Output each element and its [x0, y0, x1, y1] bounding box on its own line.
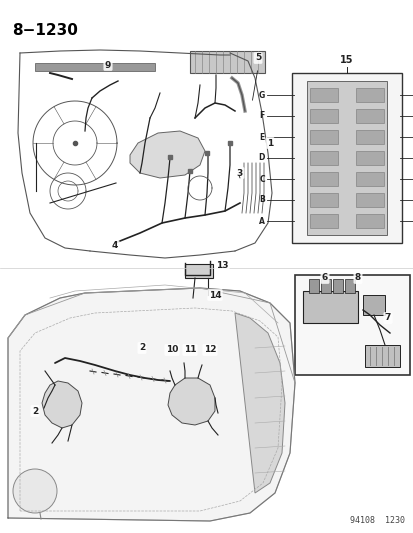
Bar	[355, 151, 383, 165]
Bar	[320, 279, 330, 293]
Bar	[302, 291, 357, 323]
Bar	[309, 151, 337, 165]
Text: A: A	[259, 216, 264, 225]
Bar	[355, 214, 383, 228]
Bar	[332, 279, 342, 293]
Bar	[291, 73, 401, 243]
Bar	[355, 88, 383, 102]
Text: 2: 2	[138, 343, 145, 352]
Bar	[309, 109, 337, 123]
Text: D: D	[258, 154, 264, 163]
Text: 15: 15	[339, 55, 353, 65]
Polygon shape	[235, 313, 284, 493]
Bar	[355, 172, 383, 186]
Bar	[309, 88, 337, 102]
Polygon shape	[168, 378, 214, 425]
Polygon shape	[8, 288, 294, 521]
Text: 7: 7	[384, 313, 390, 322]
Text: 11: 11	[183, 345, 196, 354]
Text: 6: 6	[321, 273, 328, 282]
Bar	[344, 279, 354, 293]
Bar	[185, 264, 212, 278]
Bar	[309, 172, 337, 186]
Text: 2: 2	[32, 407, 38, 416]
Text: B: B	[259, 196, 264, 205]
Bar	[309, 130, 337, 144]
Text: 14: 14	[208, 290, 221, 300]
Bar	[355, 109, 383, 123]
Text: 8−1230: 8−1230	[12, 23, 78, 38]
Text: 1: 1	[266, 139, 273, 148]
Bar	[294, 275, 409, 375]
Text: G: G	[258, 91, 264, 100]
Text: C: C	[259, 174, 264, 183]
Bar	[35, 63, 154, 71]
Text: 3: 3	[236, 168, 242, 177]
Bar	[362, 295, 384, 315]
Bar	[190, 51, 264, 73]
Text: 9: 9	[104, 61, 111, 69]
Bar	[309, 214, 337, 228]
Text: 10: 10	[166, 345, 178, 354]
Bar	[309, 193, 337, 207]
Bar	[355, 193, 383, 207]
Text: 5: 5	[254, 53, 261, 62]
Text: 13: 13	[215, 261, 228, 270]
Text: E: E	[259, 133, 264, 141]
Text: 12: 12	[203, 345, 216, 354]
Polygon shape	[42, 381, 82, 428]
Bar	[364, 345, 399, 367]
Polygon shape	[130, 131, 204, 178]
Bar	[308, 279, 318, 293]
Circle shape	[13, 469, 57, 513]
Text: 4: 4	[112, 241, 118, 251]
Text: 8: 8	[354, 273, 360, 282]
Bar	[306, 81, 386, 235]
Bar	[355, 130, 383, 144]
Text: F: F	[259, 111, 264, 120]
Text: 94108  1230: 94108 1230	[349, 516, 404, 525]
